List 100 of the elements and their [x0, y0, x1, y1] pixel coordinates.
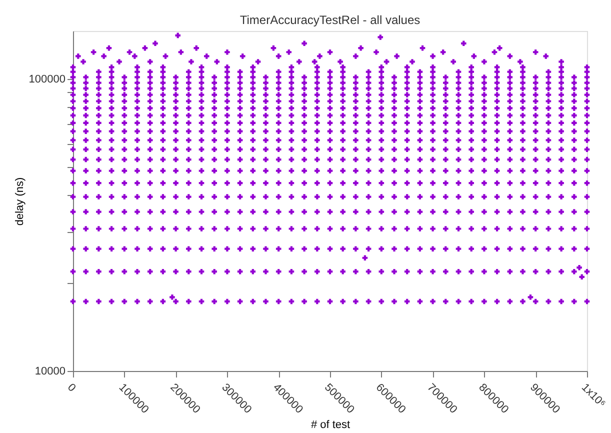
- point: [83, 112, 88, 118]
- point: [546, 98, 552, 104]
- point: [302, 40, 307, 46]
- point: [224, 80, 230, 86]
- point: [170, 294, 175, 300]
- point: [507, 54, 513, 59]
- point: [214, 59, 220, 64]
- point: [340, 128, 346, 134]
- point: [212, 168, 217, 174]
- point: [366, 168, 372, 174]
- point: [250, 80, 256, 86]
- point: [456, 246, 462, 252]
- point: [494, 226, 500, 232]
- point: [108, 92, 114, 98]
- point: [327, 106, 333, 111]
- point: [572, 120, 577, 126]
- point: [108, 194, 114, 200]
- point: [482, 146, 487, 152]
- point: [532, 80, 538, 86]
- point: [160, 246, 166, 252]
- point: [237, 226, 243, 232]
- point: [366, 98, 372, 104]
- point: [314, 120, 320, 126]
- point: [353, 194, 358, 200]
- point: [237, 69, 243, 74]
- point: [520, 168, 526, 174]
- point: [198, 80, 204, 86]
- point: [237, 138, 243, 143]
- point: [456, 138, 462, 143]
- point: [543, 54, 549, 59]
- point: [288, 74, 294, 80]
- point: [327, 69, 333, 74]
- point: [83, 92, 88, 98]
- point: [496, 45, 502, 51]
- point: [122, 168, 128, 174]
- point: [443, 268, 448, 274]
- x-tick-label: 0: [65, 382, 78, 394]
- point: [558, 298, 564, 304]
- point: [482, 92, 487, 98]
- point: [353, 180, 358, 186]
- point: [96, 86, 102, 92]
- point: [83, 74, 88, 80]
- point: [108, 180, 114, 186]
- point: [212, 156, 217, 162]
- point: [392, 246, 397, 252]
- point: [546, 209, 552, 214]
- point: [443, 194, 448, 200]
- point: [276, 209, 282, 214]
- point: [494, 209, 500, 214]
- point: [263, 74, 268, 80]
- point: [70, 146, 76, 152]
- point: [468, 86, 474, 92]
- point: [468, 106, 474, 111]
- point: [430, 86, 436, 92]
- point: [430, 54, 436, 59]
- point: [302, 180, 307, 186]
- point: [468, 246, 474, 252]
- point: [276, 180, 282, 186]
- point: [366, 209, 372, 214]
- point: [374, 49, 379, 55]
- point: [494, 106, 500, 111]
- point: [558, 59, 564, 64]
- point: [147, 106, 153, 111]
- point: [532, 49, 538, 55]
- point: [173, 156, 178, 162]
- point: [366, 194, 372, 200]
- point: [70, 92, 76, 98]
- point: [108, 226, 114, 232]
- point: [212, 268, 217, 274]
- point: [224, 69, 230, 74]
- point: [173, 268, 178, 274]
- point: [198, 246, 204, 252]
- point: [378, 98, 384, 104]
- point: [186, 168, 192, 174]
- point: [224, 168, 230, 174]
- point: [83, 128, 88, 134]
- point: [558, 194, 564, 200]
- point: [134, 180, 140, 186]
- point: [327, 92, 333, 98]
- point: [494, 180, 500, 186]
- point: [70, 128, 76, 134]
- point: [340, 168, 346, 174]
- point: [134, 74, 140, 80]
- point: [507, 194, 513, 200]
- point: [327, 80, 333, 86]
- point: [108, 64, 114, 70]
- point: [198, 180, 204, 186]
- point: [314, 138, 320, 143]
- point: [224, 112, 230, 118]
- point: [250, 106, 256, 111]
- point: [134, 138, 140, 143]
- point: [173, 246, 178, 252]
- point: [430, 180, 436, 186]
- point: [392, 98, 397, 104]
- point: [96, 69, 102, 74]
- point: [558, 74, 564, 80]
- point: [430, 246, 436, 252]
- point: [134, 86, 140, 92]
- point: [173, 298, 178, 304]
- point: [186, 112, 192, 118]
